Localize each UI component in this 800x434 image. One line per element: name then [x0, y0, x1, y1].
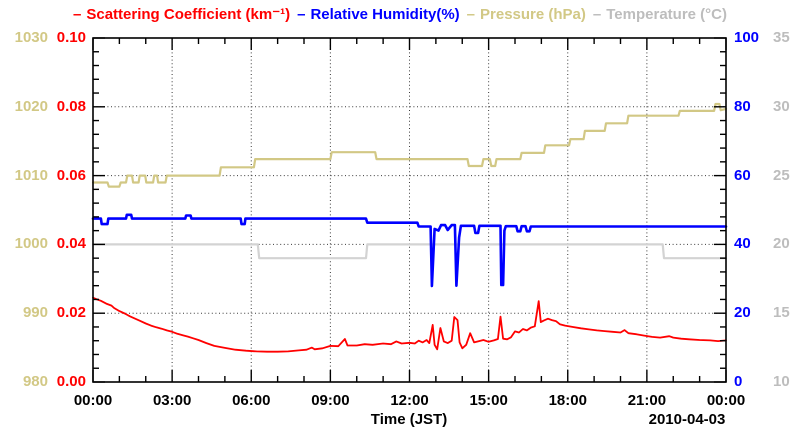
humidity-axis-ticks: 100 80 60 40 20 0: [734, 0, 776, 434]
temperature-tick-label: 20: [773, 235, 790, 253]
time-tick-label: 21:00: [627, 392, 667, 409]
legend-label-temperature: Temperature (°C): [606, 5, 727, 23]
scattering-series-line: [92, 296, 727, 353]
scattering-tick-label: 0.10: [56, 29, 86, 46]
time-tick-label: 06:00: [232, 392, 271, 409]
temperature-series-line: [91, 243, 728, 260]
scattering-tick-label: 0.04: [56, 235, 86, 253]
time-tick-label: 15:00: [469, 392, 508, 409]
chart-legend: – Scattering Coefficient (km⁻¹) – Relative…: [0, 4, 800, 24]
temperature-tick-label: 30: [773, 97, 790, 115]
humidity-tick-label: 100: [734, 29, 760, 46]
pressure-tick-label: 980: [22, 373, 48, 390]
x-axis-title: Time (JST): [370, 411, 448, 428]
scattering-tick-label: 0.00: [56, 373, 86, 390]
time-tick-label: 09:00: [311, 392, 350, 409]
legend-item-scattering: – Scattering Coefficient (km⁻¹): [73, 5, 291, 24]
temperature-tick-label: 25: [773, 166, 790, 184]
scattering-tick-label: 0.02: [56, 304, 86, 322]
pressure-tick-label: 1010: [14, 166, 48, 184]
pressure-tick-label: 1000: [14, 235, 48, 253]
humidity-tick-label: 20: [734, 304, 751, 322]
temperature-tick-label: 15: [773, 304, 790, 322]
scattering-axis-ticks: 0.10 0.08 0.06 0.04 0.02 0.00: [51, 0, 86, 434]
time-tick-label: 00:00: [706, 392, 746, 409]
scattering-tick-label: 0.06: [56, 166, 86, 184]
time-tick-label: 18:00: [548, 392, 587, 409]
humidity-series-line: [91, 213, 728, 288]
humidity-tick-label: 0: [734, 373, 743, 390]
pressure-tick-label: 1030: [14, 29, 48, 46]
legend-label-pressure: Pressure (hPa): [480, 5, 586, 23]
legend-label-scattering: Scattering Coefficient (km⁻¹): [86, 6, 291, 23]
humidity-tick-label: 40: [734, 235, 751, 253]
legend-item-pressure: – Pressure (hPa): [467, 6, 586, 23]
scattering-tick-label: 0.08: [56, 97, 86, 115]
legend-dash-temperature: –: [592, 5, 602, 23]
pressure-series-line: [91, 102, 728, 188]
temperature-axis-ticks: 35 30 25 20 15 10: [773, 0, 800, 434]
temperature-tick-label: 10: [773, 373, 790, 390]
pressure-tick-label: 1020: [14, 97, 48, 115]
time-tick-label: 12:00: [390, 392, 429, 409]
plot-frame: [92, 37, 727, 383]
legend-item-humidity: – Relative Humidity(%): [297, 6, 460, 23]
legend-dash-humidity: –: [297, 5, 306, 23]
legend-dash-scattering: –: [73, 5, 82, 23]
pressure-axis-ticks: 1030 1020 1010 1000 990 980: [0, 0, 48, 434]
humidity-tick-label: 60: [734, 166, 751, 184]
legend-label-humidity: Relative Humidity(%): [310, 5, 460, 23]
temperature-tick-label: 35: [773, 29, 790, 46]
time-tick-label: 00:00: [73, 392, 113, 409]
time-tick-label: 03:00: [152, 392, 192, 409]
pressure-tick-label: 990: [22, 304, 48, 322]
legend-dash-pressure: –: [466, 5, 476, 23]
humidity-tick-label: 80: [734, 97, 751, 115]
date-label: 2010-04-03: [648, 411, 726, 428]
legend-item-temperature: – Temperature (°C): [593, 6, 727, 23]
